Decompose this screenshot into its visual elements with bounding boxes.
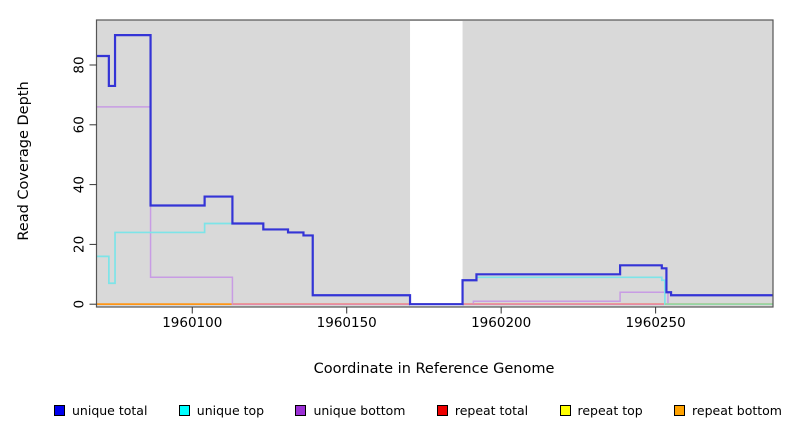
x-tick-label-1960150: 1960150 xyxy=(317,315,377,331)
legend-item-unique-bottom: unique bottom xyxy=(295,402,406,418)
legend-label-unique-bottom: unique bottom xyxy=(313,402,406,418)
y-axis-title: Read Coverage Depth xyxy=(16,81,32,240)
legend-swatch-repeat-bottom xyxy=(674,404,686,416)
series-line-unique-total xyxy=(96,33,773,306)
x-tick-label-1960200: 1960200 xyxy=(471,315,531,331)
legend-item-unique-total: unique total xyxy=(54,403,147,418)
coverage-gap-region xyxy=(410,21,463,306)
legend: unique total unique top unique bottom repea… xyxy=(54,399,782,421)
x-tick-label-1960250: 1960250 xyxy=(626,315,686,331)
x-tick-label-1960100: 1960100 xyxy=(162,315,222,331)
legend-item-repeat-bottom: repeat bottom xyxy=(674,403,782,418)
legend-swatch-repeat-total xyxy=(436,404,448,416)
y-tick-label-0: 0 xyxy=(72,300,88,309)
legend-swatch-unique-bottom xyxy=(295,404,307,416)
plot-border xyxy=(95,19,774,308)
legend-label-unique-total: unique total xyxy=(72,402,148,418)
y-tick-label-20: 20 xyxy=(72,236,88,253)
legend-label-repeat-total: repeat total xyxy=(454,402,529,418)
legend-swatch-unique-top xyxy=(178,404,190,416)
legend-label-repeat-bottom: repeat bottom xyxy=(692,402,782,418)
coverage-plot-svg: 1960100 1960150 1960200 1960250 0 20 40 60 80 Co… xyxy=(16,19,774,377)
y-tick-label-60: 60 xyxy=(72,116,88,133)
y-tick-label-40: 40 xyxy=(72,176,88,193)
legend-label-repeat-top: repeat top xyxy=(577,402,643,418)
legend-label-unique-top: unique top xyxy=(196,402,265,418)
legend-item-repeat-top: repeat top xyxy=(559,402,643,418)
x-axis-title: Coordinate in Reference Genome xyxy=(314,361,555,377)
legend-swatch-repeat-top xyxy=(559,404,571,416)
plot-layers: 1960100 1960150 1960200 1960250 0 20 40 60 80 xyxy=(72,19,774,331)
series-line-unique-bottom xyxy=(96,106,773,305)
legend-item-repeat-total: repeat total xyxy=(436,402,529,418)
legend-item-unique-top: unique top xyxy=(178,402,265,418)
legend-swatch-unique-total xyxy=(54,404,65,416)
y-tick-label-80: 80 xyxy=(72,56,88,73)
